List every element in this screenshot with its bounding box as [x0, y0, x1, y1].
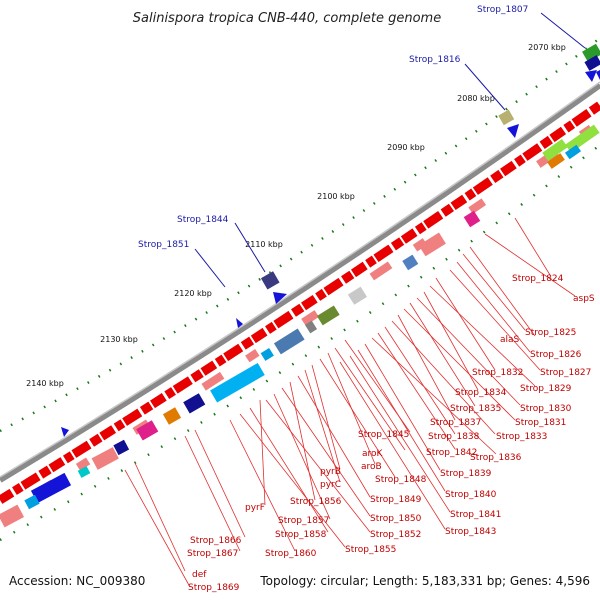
gene-label-inner: pyrF — [245, 503, 265, 513]
gene-label-inner: pyrB — [320, 467, 341, 477]
gene-label-inner: Strop_1824 — [512, 274, 564, 284]
gene-label-inner: def — [192, 570, 207, 580]
gene-label-inner: Strop_1831 — [515, 418, 566, 428]
gene-label-inner: Strop_1848 — [375, 475, 427, 485]
gene-label-inner: Strop_1841 — [450, 510, 501, 520]
tick-label: 2110 kbp — [245, 240, 283, 249]
gene-label-inner: Strop_1838 — [428, 432, 480, 442]
gene-label-inner: Strop_1825 — [525, 328, 576, 338]
gene-label-outer: Strop_1807 — [477, 5, 528, 15]
gene-label-inner: Strop_1856 — [290, 497, 342, 507]
outer-features — [61, 43, 600, 437]
outer-leader-lines — [194, 12, 586, 288]
gene-label-inner: aroK — [362, 449, 384, 459]
accession-text: Accession: NC_009380 — [9, 574, 145, 588]
gene-label-inner: Strop_1836 — [470, 453, 522, 463]
gene-label-inner: Strop_1837 — [430, 418, 481, 428]
tick-label: 2140 kbp — [26, 379, 64, 388]
gene-label-inner: Strop_1850 — [370, 514, 422, 524]
gene-label-inner: Strop_1832 — [472, 368, 523, 378]
gene-label-inner: Strop_1833 — [496, 432, 547, 442]
gene-label-outer: Strop_1816 — [409, 55, 461, 65]
tick-label: 2130 kbp — [100, 335, 138, 344]
gene-label-inner: Strop_1839 — [440, 469, 492, 479]
gene-label-inner: Strop_1826 — [530, 350, 582, 360]
gene-label-inner: Strop_1858 — [275, 530, 327, 540]
gene-label-inner: Strop_1857 — [278, 516, 329, 526]
gene-label-inner: Strop_1840 — [445, 490, 497, 500]
genome-summary-text: Topology: circular; Length: 5,183,331 bp… — [259, 574, 590, 588]
gene-label-inner: Strop_1869 — [188, 583, 240, 593]
gene-label-inner: Strop_1829 — [520, 384, 572, 394]
gene-label-inner: Strop_1830 — [520, 404, 572, 414]
gene-label-inner: Strop_1860 — [265, 549, 317, 559]
gene-label-inner: aroB — [361, 462, 382, 472]
gene-label-inner: Strop_1849 — [370, 495, 422, 505]
gene-label-inner: aspS — [573, 294, 595, 304]
gene-label-inner: Strop_1827 — [540, 368, 591, 378]
tick-label: 2070 kbp — [528, 43, 566, 52]
tick-label: 2090 kbp — [387, 143, 425, 152]
gene-label-inner: Strop_1842 — [426, 448, 477, 458]
gene-label-inner: Strop_1852 — [370, 530, 421, 540]
gene-label-inner: Strop_1834 — [455, 388, 507, 398]
tick-label: 2120 kbp — [174, 289, 212, 298]
gene-label-inner: Strop_1866 — [190, 536, 242, 546]
gene-label-inner: alaS — [500, 335, 520, 345]
gene-label-inner: Strop_1843 — [445, 527, 496, 537]
gene-label-outer: Strop_1851 — [138, 240, 189, 250]
gene-label-inner: Strop_1845 — [358, 430, 409, 440]
gene-label-inner: pyrC — [320, 480, 341, 490]
genome-backbone-highlight — [0, 81, 600, 478]
map-title: Salinispora tropica CNB-440, complete ge… — [133, 11, 441, 26]
gene-label-outer: Strop_1844 — [177, 215, 229, 225]
genome-backbone — [0, 82, 600, 483]
gene-label-inner: Strop_1835 — [450, 404, 501, 414]
gene-label-inner: Strop_1867 — [187, 549, 238, 559]
tick-label: 2080 kbp — [457, 94, 495, 103]
gene-label-inner: Strop_1855 — [345, 545, 396, 555]
inner-track-blocks — [0, 124, 600, 528]
reverse-strand-genes — [0, 101, 600, 520]
inner-leader-lines — [124, 217, 576, 588]
tick-label: 2100 kbp — [317, 192, 355, 201]
